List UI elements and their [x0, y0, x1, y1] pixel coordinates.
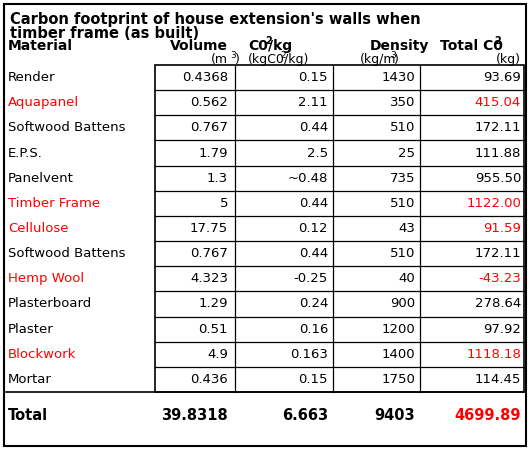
Text: 900: 900 — [390, 297, 415, 310]
Text: 1.3: 1.3 — [207, 172, 228, 184]
Text: Plasterboard: Plasterboard — [8, 297, 92, 310]
Text: 9403: 9403 — [374, 408, 415, 423]
Text: Hemp Wool: Hemp Wool — [8, 272, 84, 285]
Text: 1.79: 1.79 — [199, 147, 228, 160]
Text: 0.15: 0.15 — [298, 71, 328, 84]
Text: Blockwork: Blockwork — [8, 348, 76, 361]
Text: 3: 3 — [230, 51, 236, 60]
Text: Render: Render — [8, 71, 56, 84]
Text: 0.44: 0.44 — [299, 247, 328, 260]
Text: Total: Total — [8, 408, 48, 423]
Text: 0.15: 0.15 — [298, 373, 328, 386]
Text: 93.69: 93.69 — [483, 71, 521, 84]
Text: 40: 40 — [398, 272, 415, 285]
Text: 735: 735 — [390, 172, 415, 184]
Text: 1118.18: 1118.18 — [466, 348, 521, 361]
Text: C0: C0 — [248, 39, 268, 53]
Text: 97.92: 97.92 — [483, 323, 521, 336]
Text: -0.25: -0.25 — [294, 272, 328, 285]
Text: 2: 2 — [265, 36, 272, 46]
Text: Mortar: Mortar — [8, 373, 52, 386]
Text: 43: 43 — [398, 222, 415, 235]
Text: Carbon footprint of house extension's walls when: Carbon footprint of house extension's wa… — [10, 12, 421, 27]
Text: 0.16: 0.16 — [298, 323, 328, 336]
Text: 510: 510 — [390, 247, 415, 260]
Text: -43.23: -43.23 — [478, 272, 521, 285]
Text: 6.663: 6.663 — [282, 408, 328, 423]
Text: Total C0: Total C0 — [440, 39, 503, 53]
Text: 1122.00: 1122.00 — [466, 197, 521, 210]
Text: Panelvent: Panelvent — [8, 172, 74, 184]
Text: 114.45: 114.45 — [475, 373, 521, 386]
Text: Softwood Battens: Softwood Battens — [8, 247, 126, 260]
Text: Density: Density — [370, 39, 429, 53]
Bar — [155, 65, 524, 392]
Text: E.P.S.: E.P.S. — [8, 147, 43, 160]
Text: (kg): (kg) — [496, 53, 521, 66]
Text: 5: 5 — [219, 197, 228, 210]
Text: 4699.89: 4699.89 — [455, 408, 521, 423]
Text: 0.12: 0.12 — [298, 222, 328, 235]
Text: Aquapanel: Aquapanel — [8, 96, 79, 109]
Text: 17.75: 17.75 — [190, 222, 228, 235]
Text: Cellulose: Cellulose — [8, 222, 68, 235]
Text: 2: 2 — [494, 36, 501, 46]
Text: 1750: 1750 — [381, 373, 415, 386]
Text: 172.11: 172.11 — [474, 122, 521, 135]
Text: 4.323: 4.323 — [190, 272, 228, 285]
Text: (m: (m — [211, 53, 228, 66]
Text: 278.64: 278.64 — [475, 297, 521, 310]
Text: 1200: 1200 — [381, 323, 415, 336]
Text: (kgC0: (kgC0 — [248, 53, 285, 66]
Text: 0.51: 0.51 — [199, 323, 228, 336]
Text: Timber Frame: Timber Frame — [8, 197, 100, 210]
Text: 415.04: 415.04 — [475, 96, 521, 109]
Text: 2.5: 2.5 — [307, 147, 328, 160]
Text: 3: 3 — [390, 51, 396, 60]
Text: 0.163: 0.163 — [290, 348, 328, 361]
Text: 0.436: 0.436 — [190, 373, 228, 386]
Text: 510: 510 — [390, 122, 415, 135]
Text: Material: Material — [8, 39, 73, 53]
Text: timber frame (as built): timber frame (as built) — [10, 26, 199, 41]
Text: 0.767: 0.767 — [190, 247, 228, 260]
Text: ): ) — [235, 53, 240, 66]
Text: 0.44: 0.44 — [299, 122, 328, 135]
Text: 0.24: 0.24 — [298, 297, 328, 310]
Text: 350: 350 — [390, 96, 415, 109]
Text: 172.11: 172.11 — [474, 247, 521, 260]
Text: 111.88: 111.88 — [475, 147, 521, 160]
Text: 25: 25 — [398, 147, 415, 160]
Text: 0.767: 0.767 — [190, 122, 228, 135]
Text: ~0.48: ~0.48 — [288, 172, 328, 184]
Text: 1430: 1430 — [381, 71, 415, 84]
Text: (kg/m: (kg/m — [360, 53, 396, 66]
Text: 2: 2 — [280, 51, 286, 60]
Text: 91.59: 91.59 — [483, 222, 521, 235]
Text: /kg: /kg — [268, 39, 292, 53]
Text: 955.50: 955.50 — [475, 172, 521, 184]
Text: 0.44: 0.44 — [299, 197, 328, 210]
Text: 0.4368: 0.4368 — [182, 71, 228, 84]
Text: 0.562: 0.562 — [190, 96, 228, 109]
Text: 39.8318: 39.8318 — [161, 408, 228, 423]
Text: ): ) — [394, 53, 399, 66]
Text: Softwood Battens: Softwood Battens — [8, 122, 126, 135]
Text: /kg): /kg) — [284, 53, 308, 66]
Text: 4.9: 4.9 — [207, 348, 228, 361]
Text: 510: 510 — [390, 197, 415, 210]
Text: 1400: 1400 — [382, 348, 415, 361]
Text: 2.11: 2.11 — [298, 96, 328, 109]
Text: 1.29: 1.29 — [199, 297, 228, 310]
Text: Volume: Volume — [170, 39, 228, 53]
Text: Plaster: Plaster — [8, 323, 54, 336]
